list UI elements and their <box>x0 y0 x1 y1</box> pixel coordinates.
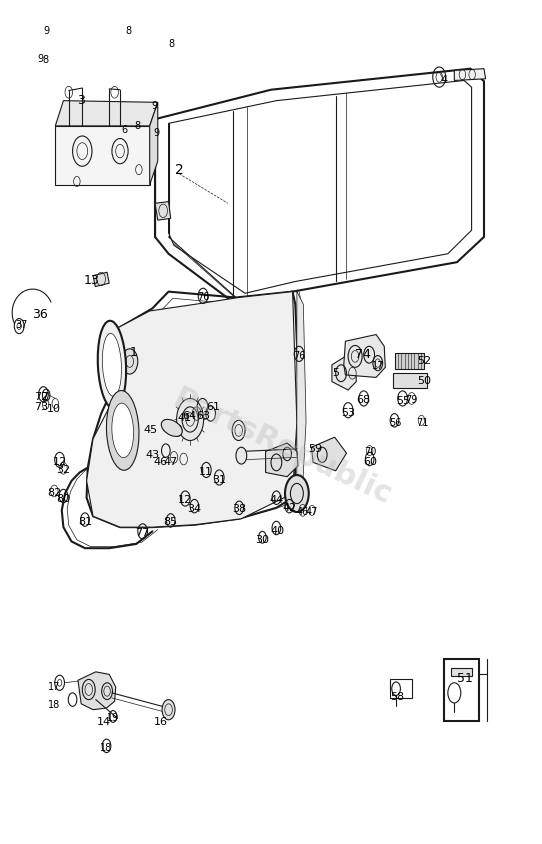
Text: 77: 77 <box>136 528 150 538</box>
Text: 11: 11 <box>199 467 214 477</box>
Text: 7: 7 <box>41 392 48 402</box>
Polygon shape <box>450 668 472 676</box>
Polygon shape <box>266 443 298 477</box>
Polygon shape <box>395 353 424 369</box>
Text: 34: 34 <box>188 504 202 514</box>
Text: 45: 45 <box>143 425 157 436</box>
Text: 80: 80 <box>56 494 70 504</box>
Text: 40: 40 <box>270 526 285 535</box>
Text: 8: 8 <box>169 40 175 49</box>
Text: 9: 9 <box>43 26 50 35</box>
Text: 53: 53 <box>341 408 355 418</box>
Ellipse shape <box>98 321 126 408</box>
Text: 8: 8 <box>125 26 131 35</box>
Ellipse shape <box>106 391 139 470</box>
Text: 59: 59 <box>308 444 322 454</box>
Text: 9: 9 <box>37 53 43 63</box>
Text: 16: 16 <box>154 717 168 728</box>
Text: 46: 46 <box>154 457 168 467</box>
Polygon shape <box>344 334 385 377</box>
Text: 72: 72 <box>34 392 48 402</box>
Circle shape <box>185 408 201 433</box>
Text: 55: 55 <box>396 396 410 406</box>
Text: 61: 61 <box>207 402 220 412</box>
Text: 32: 32 <box>56 465 70 475</box>
Polygon shape <box>55 126 150 185</box>
Text: 64: 64 <box>183 411 197 421</box>
Text: 3: 3 <box>78 95 85 107</box>
Text: 58: 58 <box>391 692 405 702</box>
Text: 52: 52 <box>418 355 432 365</box>
Polygon shape <box>155 202 171 220</box>
Text: 37: 37 <box>16 320 28 330</box>
Text: PartsRepublic: PartsRepublic <box>168 384 396 511</box>
Text: 81: 81 <box>78 517 92 528</box>
Text: 8: 8 <box>42 55 49 65</box>
Polygon shape <box>393 373 428 388</box>
Text: 76: 76 <box>293 350 305 360</box>
Text: 71: 71 <box>416 418 428 428</box>
Polygon shape <box>150 102 158 185</box>
Circle shape <box>162 700 175 720</box>
Polygon shape <box>87 292 297 528</box>
Text: 17: 17 <box>48 682 60 692</box>
Polygon shape <box>78 672 115 710</box>
Text: 9: 9 <box>153 128 159 138</box>
Text: 36: 36 <box>33 308 48 321</box>
Text: 12: 12 <box>178 495 192 506</box>
Text: 60: 60 <box>363 457 377 467</box>
Text: 9: 9 <box>151 100 157 111</box>
Ellipse shape <box>162 419 182 436</box>
Text: 56: 56 <box>389 418 401 428</box>
Polygon shape <box>93 273 109 287</box>
Ellipse shape <box>112 403 133 457</box>
Polygon shape <box>55 100 158 126</box>
Text: 14: 14 <box>98 717 112 728</box>
Circle shape <box>177 398 204 441</box>
Polygon shape <box>312 437 346 471</box>
Polygon shape <box>332 354 356 390</box>
Polygon shape <box>293 292 306 494</box>
Ellipse shape <box>102 333 121 396</box>
Text: 38: 38 <box>232 504 246 514</box>
Text: 79: 79 <box>405 395 418 405</box>
Circle shape <box>236 447 247 464</box>
Text: 10: 10 <box>47 404 61 414</box>
Text: 13: 13 <box>83 274 99 287</box>
Text: 42: 42 <box>282 503 296 513</box>
Circle shape <box>232 420 245 441</box>
Text: 18: 18 <box>48 701 60 711</box>
Text: 4: 4 <box>440 74 447 84</box>
Text: 6: 6 <box>121 125 127 135</box>
Text: 2: 2 <box>175 163 184 176</box>
Text: 31: 31 <box>212 475 226 485</box>
Text: 63: 63 <box>197 411 211 421</box>
Text: 18: 18 <box>100 743 113 753</box>
Text: 47: 47 <box>164 457 178 467</box>
Text: 47: 47 <box>306 507 318 517</box>
Text: 51: 51 <box>457 672 473 685</box>
Text: 8: 8 <box>135 121 141 131</box>
Text: 82: 82 <box>47 488 61 498</box>
Text: 17: 17 <box>372 360 384 371</box>
Text: 12: 12 <box>53 457 67 468</box>
Text: 44: 44 <box>269 495 283 506</box>
Circle shape <box>121 349 138 374</box>
Text: 70: 70 <box>364 447 376 457</box>
Text: 1: 1 <box>130 346 138 359</box>
Circle shape <box>285 475 309 512</box>
Text: 30: 30 <box>255 535 269 544</box>
Polygon shape <box>454 68 486 80</box>
Text: 76: 76 <box>197 293 209 302</box>
Text: 85: 85 <box>164 517 178 528</box>
Text: 73: 73 <box>34 402 48 412</box>
Text: 5: 5 <box>332 368 339 378</box>
Text: 50: 50 <box>418 376 431 386</box>
Text: 43: 43 <box>145 450 159 460</box>
Text: 74: 74 <box>354 349 371 361</box>
Text: 19: 19 <box>107 713 119 723</box>
Text: 68: 68 <box>357 395 371 405</box>
Text: 46: 46 <box>296 507 309 517</box>
Text: 41: 41 <box>178 413 192 423</box>
